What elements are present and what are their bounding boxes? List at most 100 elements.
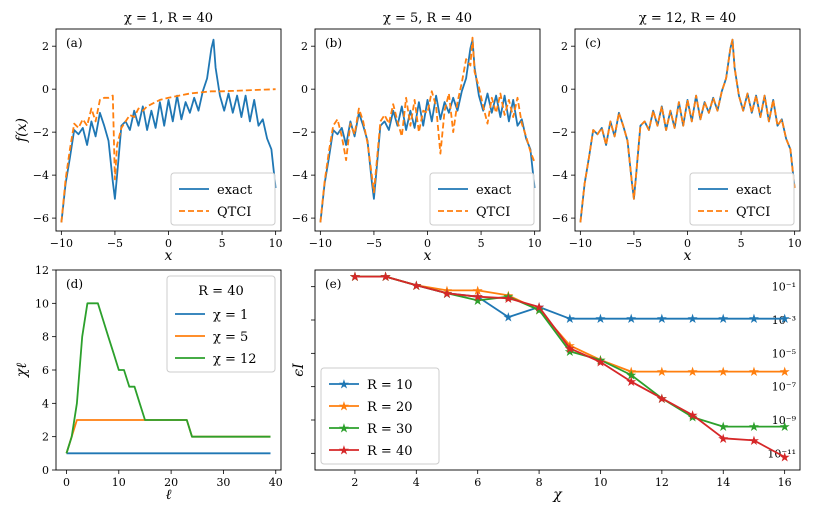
legend: exact QTCI <box>689 172 795 226</box>
y-tick-label: 2 <box>42 431 49 444</box>
y-tick-label: −4 <box>552 169 568 182</box>
y-tick-label: 0 <box>301 83 308 96</box>
data-point: ★ <box>748 312 760 327</box>
x-tick-label: 20 <box>164 476 178 489</box>
x-tick-label: 30 <box>216 476 230 489</box>
y-tick-label: 6 <box>42 364 49 377</box>
x-tick-label: 10 <box>269 237 283 250</box>
chart-title: χ = 12, R = 40 <box>639 11 736 26</box>
x-tick-label: 5 <box>478 237 485 250</box>
legend: exact QTCI <box>429 172 535 226</box>
data-point: ★ <box>349 270 361 285</box>
data-point: ★ <box>625 365 637 380</box>
y-tick-label: 0 <box>42 83 49 96</box>
data-point: ★ <box>687 365 699 380</box>
legend-box <box>166 275 276 373</box>
panel-label: (c) <box>585 36 601 50</box>
legend-entry: exact <box>217 183 253 198</box>
data-point: ★ <box>503 311 515 326</box>
data-point: ★ <box>380 270 392 285</box>
data-point: ★ <box>625 375 637 390</box>
x-tick-label: −10 <box>569 237 592 250</box>
plot-frame <box>55 28 282 232</box>
x-tick-label: 5 <box>219 237 226 250</box>
y-tick-label: 10⁻¹ <box>772 281 796 294</box>
y-tick-label: −6 <box>292 212 308 225</box>
y-tick-label: 8 <box>42 331 49 344</box>
data-point: ★ <box>687 408 699 423</box>
legend-marker: ★ <box>338 444 350 459</box>
panel-d: 0 10 20 30 40 0 2 4 6 8 10 12 (d) ℓ χℓ R = 40 χ = 1 χ = 5… <box>14 264 283 503</box>
y-axis-label: χℓ <box>14 363 30 378</box>
data-point: ★ <box>656 392 668 407</box>
legend-entry: R = 20 <box>367 400 413 415</box>
data-point: ★ <box>564 345 576 360</box>
data-point: ★ <box>656 312 668 327</box>
legend: exact QTCI <box>170 172 276 226</box>
y-tick-label: −2 <box>552 126 568 139</box>
y-tick-label: −6 <box>552 212 568 225</box>
x-tick-label: 6 <box>474 476 481 489</box>
panel-c: −10 −5 0 5 10 −6 −4 −2 0 2 (c) χ = 12, R = 40 x exact… <box>552 11 802 264</box>
legend-entry: exact <box>736 183 772 198</box>
x-tick-label: 10 <box>788 237 802 250</box>
x-tick-label: 16 <box>778 476 792 489</box>
y-axis-label: ϵI <box>291 363 307 377</box>
legend-entry: QTCI <box>476 205 510 220</box>
data-point: ★ <box>779 451 791 466</box>
data-point: ★ <box>380 270 392 285</box>
data-point: ★ <box>717 432 729 447</box>
x-tick-label: 14 <box>716 476 730 489</box>
data-point: ★ <box>595 312 607 327</box>
legend-entry: QTCI <box>217 205 251 220</box>
data-point: ★ <box>564 339 576 354</box>
data-point: ★ <box>533 303 545 318</box>
panel-a: −10 −5 0 5 10 −6 −4 −2 0 2 (a) χ = 1, R = 40 x f(x) ex… <box>14 11 283 264</box>
x-axis-label: x <box>424 248 432 264</box>
legend-box <box>429 172 535 226</box>
y-tick-label: 10⁻⁷ <box>772 381 797 394</box>
data-point: ★ <box>748 434 760 449</box>
plot-frame <box>314 28 541 232</box>
data-point: ★ <box>472 284 484 299</box>
y-tick-label: 2 <box>561 40 568 53</box>
y-axis-label: f(x) <box>14 118 30 143</box>
legend-entry: QTCI <box>736 205 770 220</box>
data-point: ★ <box>687 312 699 327</box>
data-point: ★ <box>441 287 453 302</box>
data-point: ★ <box>410 279 422 294</box>
x-tick-label: −5 <box>366 237 382 250</box>
x-tick-label: −10 <box>309 237 332 250</box>
legend-entry: R = 30 <box>367 422 413 437</box>
series-line <box>60 38 277 223</box>
y-tick-label: −4 <box>33 169 49 182</box>
panel-label: (a) <box>66 36 83 50</box>
x-tick-label: 0 <box>63 476 70 489</box>
x-axis-label: x <box>165 248 173 264</box>
panel-label: (e) <box>325 277 341 291</box>
x-tick-label: −5 <box>107 237 123 250</box>
legend-entry: R = 40 <box>367 444 413 459</box>
x-tick-label: −10 <box>50 237 73 250</box>
legend-box <box>689 172 795 226</box>
data-point: ★ <box>380 270 392 285</box>
series-line <box>354 275 786 458</box>
panel-label: (d) <box>66 277 83 291</box>
y-tick-label: −6 <box>33 212 49 225</box>
y-tick-label: 10⁻⁵ <box>772 347 796 360</box>
data-point: ★ <box>410 279 422 294</box>
chart-title: χ = 5, R = 40 <box>383 11 472 26</box>
series-line <box>354 275 785 373</box>
data-point: ★ <box>472 290 484 305</box>
data-point: ★ <box>748 420 760 435</box>
data-point: ★ <box>380 270 392 285</box>
legend-marker: ★ <box>338 400 350 415</box>
data-point: ★ <box>349 270 361 285</box>
data-point: ★ <box>656 392 668 407</box>
x-axis-label: χ <box>552 487 563 503</box>
data-point: ★ <box>472 290 484 305</box>
y-tick-label: 2 <box>301 40 308 53</box>
series-line <box>579 38 796 223</box>
